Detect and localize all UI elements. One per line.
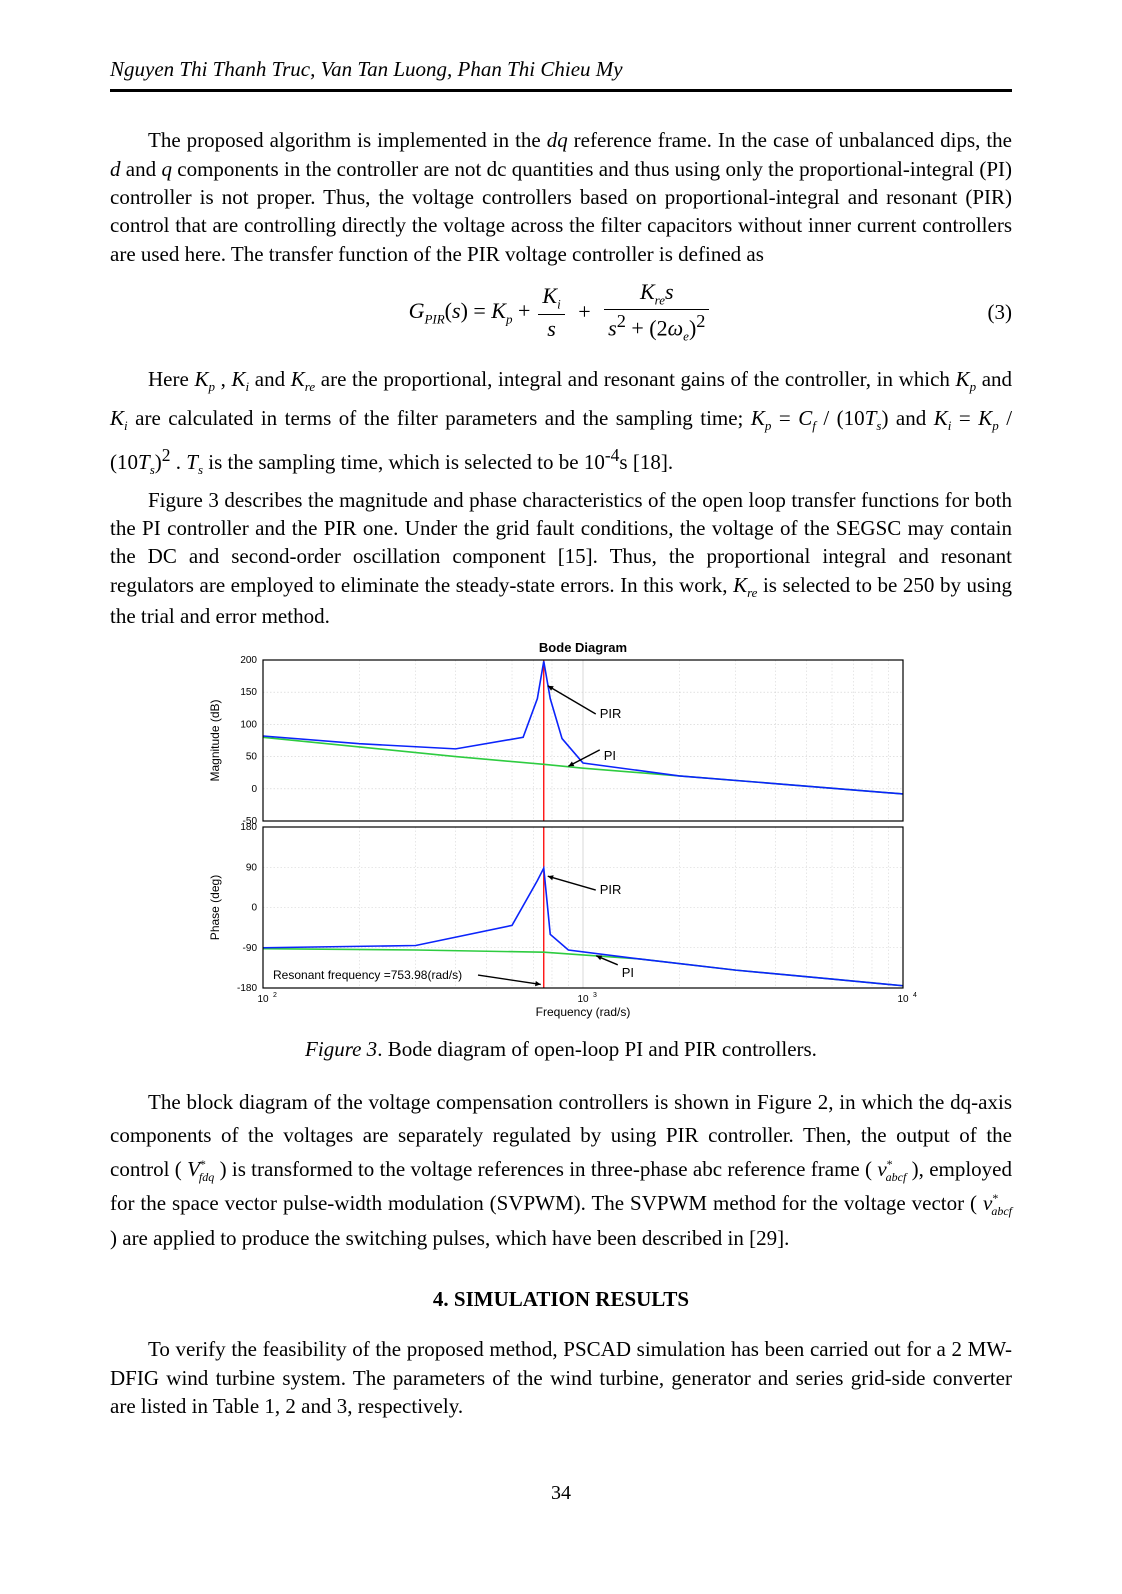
page-number: 34 [110, 1480, 1012, 1507]
svg-text:PIR: PIR [600, 706, 622, 721]
svg-text:Resonant frequency =753.98(rad: Resonant frequency =753.98(rad/s) [273, 968, 462, 982]
svg-text:PI: PI [622, 965, 634, 980]
svg-text:150: 150 [240, 687, 257, 698]
svg-text:180: 180 [240, 822, 257, 833]
svg-text:PIR: PIR [600, 882, 622, 897]
figure-3-caption-text: . Bode diagram of open-loop PI and PIR c… [377, 1037, 817, 1061]
svg-text:10: 10 [897, 994, 909, 1005]
para-gains: Here Kp , Ki and Kre are the proportiona… [110, 360, 1012, 482]
svg-text:10: 10 [577, 994, 589, 1005]
svg-text:200: 200 [240, 655, 257, 666]
running-head: Nguyen Thi Thanh Truc, Van Tan Luong, Ph… [110, 55, 1012, 92]
bode-diagram: Bode Diagram-50050100150200-180-90090180… [201, 640, 921, 1020]
figure-3: Bode Diagram-50050100150200-180-90090180… [110, 640, 1012, 1027]
figure-3-caption: Figure 3. Bode diagram of open-loop PI a… [110, 1035, 1012, 1063]
svg-text:Magnitude (dB): Magnitude (dB) [208, 699, 222, 781]
svg-text:90: 90 [246, 862, 258, 873]
section-title-simulation: 4. SIMULATION RESULTS [110, 1285, 1012, 1313]
svg-text:-90: -90 [243, 943, 258, 954]
svg-text:0: 0 [251, 902, 257, 913]
figure-3-caption-label: Figure 3 [305, 1037, 377, 1061]
svg-text:10: 10 [257, 994, 269, 1005]
para-figure3-desc: Figure 3 describes the magnitude and pha… [110, 486, 1012, 630]
svg-text:Phase (deg): Phase (deg) [208, 875, 222, 940]
equation-3-number: (3) [988, 298, 1013, 326]
svg-text:-180: -180 [237, 983, 257, 994]
svg-text:2: 2 [273, 992, 277, 999]
svg-text:4: 4 [913, 992, 917, 999]
svg-text:3: 3 [593, 992, 597, 999]
equation-3: GPIR(s) = Kp + Ki s + Kres s2 + (2ωe)2 (… [110, 282, 1012, 342]
svg-text:0: 0 [251, 784, 257, 795]
page: Nguyen Thi Thanh Truc, Van Tan Luong, Ph… [0, 0, 1122, 1567]
equation-3-body: GPIR(s) = Kp + Ki s + Kres s2 + (2ωe)2 [409, 279, 714, 345]
svg-text:Bode Diagram: Bode Diagram [539, 640, 627, 655]
svg-text:Frequency (rad/s): Frequency (rad/s) [536, 1005, 631, 1019]
svg-text:100: 100 [240, 719, 257, 730]
para-intro: The proposed algorithm is implemented in… [110, 126, 1012, 268]
para-block-diagram: The block diagram of the voltage compens… [110, 1086, 1012, 1256]
svg-text:PI: PI [604, 748, 616, 763]
svg-text:50: 50 [246, 751, 258, 762]
para-simulation-intro: To verify the feasibility of the propose… [110, 1335, 1012, 1420]
